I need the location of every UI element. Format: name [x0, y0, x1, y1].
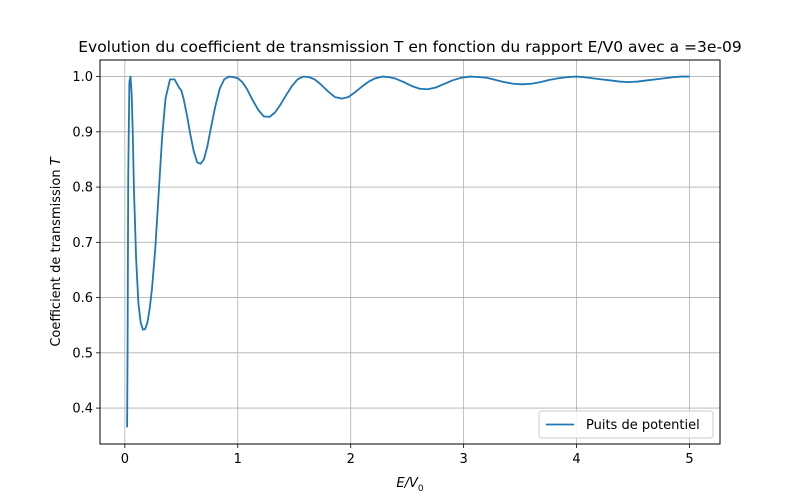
x-tick-label: 0 [121, 452, 129, 467]
y-tick-label: 0.4 [72, 402, 93, 417]
y-axis-label-main: Coefficient de transmission [49, 165, 64, 346]
y-tick-label: 0.6 [72, 291, 93, 306]
y-tick-label: 0.8 [72, 181, 93, 196]
y-tick-label: 0.7 [72, 236, 93, 251]
x-tick-label: 1 [234, 452, 242, 467]
series-line-puits-de-potentiel [126, 75, 690, 428]
x-tick-label: 2 [347, 452, 355, 467]
legend: Puits de potentiel [538, 410, 714, 439]
y-tick-label: 1.0 [72, 70, 93, 85]
x-axis-label-subscript: 0 [418, 484, 424, 494]
y-axis-label: Coefficient de transmission T [49, 156, 64, 346]
y-tick-label: 0.5 [72, 346, 93, 361]
x-axis-label-main: E/V [396, 476, 419, 491]
x-tick-label: 4 [572, 452, 580, 467]
legend-box [538, 410, 714, 439]
grid [100, 60, 720, 444]
x-tick-label: 3 [460, 452, 468, 467]
x-tick-label: 5 [685, 452, 693, 467]
y-tick-label: 0.9 [72, 125, 93, 140]
y-axis-label-var: T [49, 156, 64, 165]
chart-title: Evolution du coefficient de transmission… [78, 38, 742, 56]
legend-label: Puits de potentiel [586, 418, 700, 433]
plot-frame [99, 59, 721, 445]
x-axis-label: E/V0 [396, 476, 424, 494]
ticks: 0 1 2 3 4 5 0.4 0.5 0.6 0.7 0.8 0.9 1.0 [72, 70, 693, 467]
